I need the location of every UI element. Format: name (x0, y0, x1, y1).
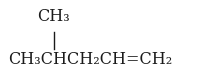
Text: CH₃: CH₃ (37, 8, 70, 25)
Text: CH₃CHCH₂CH=CH₂: CH₃CHCH₂CH=CH₂ (8, 51, 173, 68)
